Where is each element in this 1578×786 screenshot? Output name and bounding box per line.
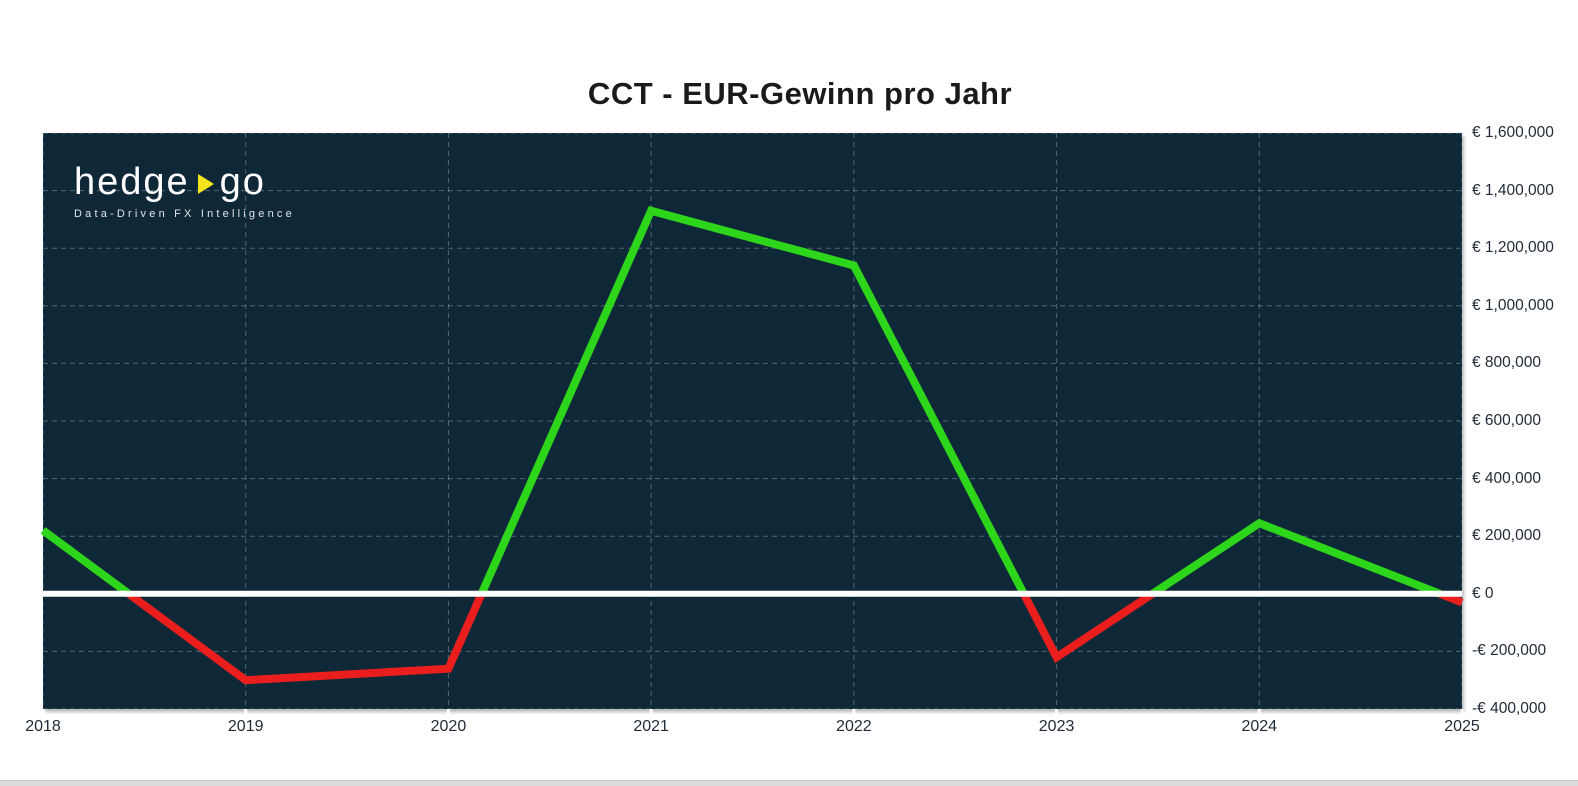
profit-line-segment	[1150, 518, 1442, 598]
x-axis-tick	[1055, 709, 1059, 715]
x-axis-label: 2023	[1038, 718, 1075, 735]
y-axis-label: € 800,000	[1472, 354, 1541, 372]
line-chart-canvas	[40, 132, 1464, 715]
logo-word-hedge: hedge	[74, 161, 190, 203]
y-axis-label: € 400,000	[1472, 469, 1541, 487]
x-axis-label: 2025	[1444, 718, 1480, 735]
x-axis-label: 2019	[227, 718, 264, 735]
x-axis-tick	[446, 709, 450, 715]
y-axis-label: € 1,400,000	[1472, 181, 1554, 199]
x-axis-tick	[244, 709, 248, 715]
x-axis-tick	[1460, 709, 1464, 715]
y-axis-label: -€ 200,000	[1472, 642, 1547, 660]
play-triangle-icon	[197, 174, 214, 194]
logo-word-go: go	[219, 161, 266, 203]
y-axis-label: € 600,000	[1472, 412, 1541, 429]
y-axis-label: € 1,200,000	[1472, 239, 1554, 257]
hedgego-logo: hedge go Data-Driven FX Intelligence	[74, 163, 295, 220]
x-axis-label: 2024	[1241, 718, 1278, 735]
loss-line-segment	[1020, 590, 1155, 663]
x-axis-tick	[852, 709, 856, 715]
x-axis-label: 2020	[430, 718, 467, 735]
y-axis-label: € 1,600,000	[1472, 124, 1554, 141]
y-axis-label: € 200,000	[1472, 527, 1541, 545]
plot-area: hedge go Data-Driven FX Intelligence	[40, 132, 1464, 715]
y-axis-label: € 0	[1472, 584, 1494, 602]
profit-line-segment	[40, 527, 132, 598]
y-axis-label: -€ 400,000	[1472, 700, 1547, 717]
x-axis-tick	[1257, 709, 1261, 715]
x-axis-tick	[41, 709, 45, 715]
bottom-bar	[0, 780, 1578, 786]
y-axis-label: € 1,000,000	[1472, 296, 1554, 314]
logo-tagline: Data-Driven FX Intelligence	[74, 208, 295, 220]
profit-line-segment	[477, 206, 1028, 596]
chart-title: CCT - EUR-Gewinn pro Jahr	[587, 76, 1013, 111]
x-axis-label: 2018	[25, 718, 61, 735]
loss-line-segment	[126, 590, 486, 685]
x-axis-tick	[649, 709, 653, 715]
x-axis-label: 2022	[836, 718, 872, 735]
x-axis-label: 2021	[633, 718, 669, 735]
